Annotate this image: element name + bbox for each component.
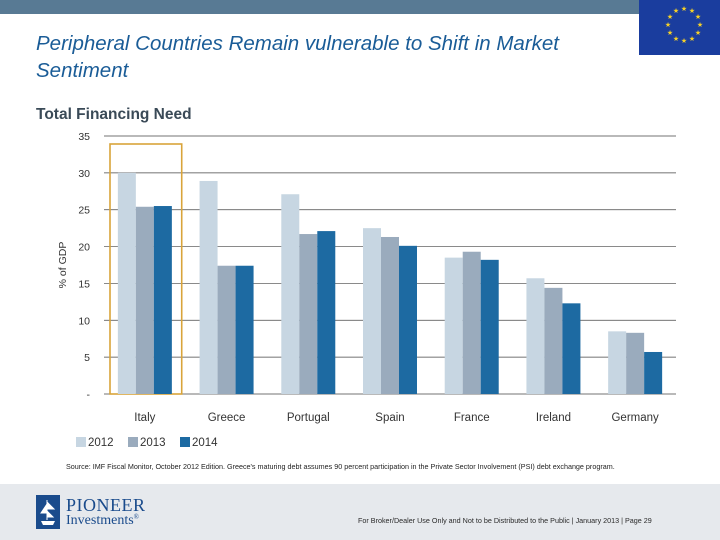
x-tick-label: Germany <box>611 412 659 424</box>
x-tick-label: Greece <box>208 412 246 424</box>
footer-bar <box>0 484 720 540</box>
svg-text:★: ★ <box>695 13 701 21</box>
svg-text:★: ★ <box>681 37 687 45</box>
svg-text:★: ★ <box>689 7 695 15</box>
bar-portugal-2014 <box>317 231 336 394</box>
svg-text:★: ★ <box>665 21 671 29</box>
legend-label: 2014 <box>192 437 218 449</box>
financing-need-chart: 35 30 25 20 15 10 5 - % of GDP Italy Greece Portuga… <box>57 131 676 449</box>
svg-text:★: ★ <box>697 21 703 29</box>
bar-italy-2014 <box>153 206 172 394</box>
source-note: Source: IMF Fiscal Monitor, October 2012… <box>66 462 615 471</box>
y-tick-label: 25 <box>78 205 90 217</box>
svg-text:★: ★ <box>695 29 701 37</box>
x-tick-label: Spain <box>375 412 404 424</box>
slide-title: Peripheral Countries Remain vulnerable t… <box>36 32 560 82</box>
svg-text:★: ★ <box>667 13 673 21</box>
bar-portugal-2013 <box>299 234 318 394</box>
top-bar <box>0 0 720 14</box>
x-tick-label: Portugal <box>287 412 330 424</box>
pioneer-logo: PIONEER Investments® <box>36 495 196 531</box>
y-axis-label: % of GDP <box>57 242 69 289</box>
bar-greece-2012 <box>199 180 218 394</box>
y-tick-label: 15 <box>78 278 90 290</box>
legend-label: 2013 <box>140 437 166 449</box>
x-tick-label: Ireland <box>536 412 571 424</box>
svg-text:★: ★ <box>681 5 687 13</box>
bar-ireland-2013 <box>544 287 563 394</box>
legend-swatch <box>76 437 86 447</box>
chart-subtitle: Total Financing Need <box>36 106 192 123</box>
bar-italy-2012 <box>117 172 136 394</box>
logo-line-1: PIONEER <box>66 495 146 515</box>
bar-ireland-2014 <box>562 303 581 394</box>
svg-text:★: ★ <box>673 7 679 15</box>
bar-ireland-2012 <box>526 278 545 394</box>
bar-germany-2013 <box>626 332 645 394</box>
bar-greece-2014 <box>235 265 254 394</box>
ship-icon <box>36 495 60 529</box>
svg-text:★: ★ <box>689 35 695 43</box>
x-tick-label: Italy <box>134 412 155 424</box>
bar-greece-2013 <box>217 265 236 394</box>
bar-spain-2013 <box>381 236 399 394</box>
logo-registered-mark: ® <box>133 513 139 521</box>
logo-line-2-text: Investments <box>66 513 134 528</box>
bar-portugal-2012 <box>281 194 300 394</box>
bar-france-2013 <box>462 251 481 394</box>
svg-text:★: ★ <box>667 29 673 37</box>
bar-italy-2013 <box>135 206 154 394</box>
y-tick-label: - <box>87 389 91 401</box>
footer-disclaimer: For Broker/Dealer Use Only and Not to be… <box>358 516 652 525</box>
bar-france-2012 <box>444 257 463 394</box>
bar-spain-2012 <box>363 228 381 394</box>
svg-text:★: ★ <box>673 35 679 43</box>
x-tick-label: France <box>454 412 490 424</box>
y-tick-label: 5 <box>84 352 90 364</box>
y-tick-label: 10 <box>78 315 90 327</box>
legend-swatch <box>128 437 138 447</box>
bar-germany-2014 <box>644 351 663 394</box>
y-tick-label: 30 <box>78 168 90 180</box>
bar-france-2014 <box>480 259 499 394</box>
y-tick-label: 20 <box>78 242 90 254</box>
legend-swatch <box>180 437 190 447</box>
bar-spain-2014 <box>399 245 417 394</box>
eu-flag-logo: ★ ★★ ★★★ ★★★ ★★★ <box>639 0 720 55</box>
logo-line-2: Investments® <box>66 513 139 529</box>
y-tick-label: 35 <box>78 131 90 143</box>
legend-label: 2012 <box>88 437 114 449</box>
bar-germany-2012 <box>608 331 627 394</box>
